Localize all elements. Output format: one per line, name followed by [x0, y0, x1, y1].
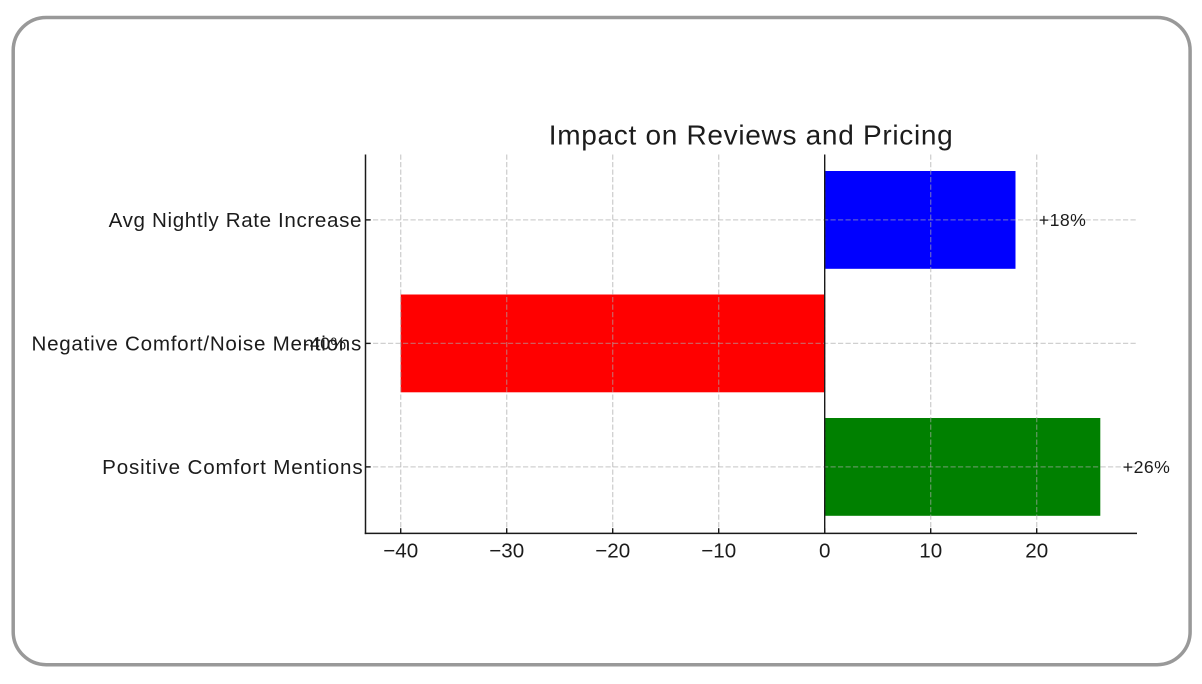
svg-text:Positive Comfort Mentions: Positive Comfort Mentions	[102, 456, 363, 479]
svg-text:+18%: +18%	[1039, 210, 1087, 230]
svg-text:-40%: -40%	[304, 334, 347, 354]
svg-text:−20: −20	[595, 540, 630, 563]
svg-text:−10: −10	[701, 540, 736, 563]
svg-text:+26%: +26%	[1123, 457, 1171, 477]
svg-text:0: 0	[819, 540, 830, 563]
svg-text:10: 10	[919, 540, 942, 563]
svg-text:−40: −40	[383, 540, 418, 563]
svg-text:Impact on Reviews and Pricing: Impact on Reviews and Pricing	[549, 119, 954, 150]
svg-text:20: 20	[1025, 540, 1048, 563]
svg-text:Negative Comfort/Noise Mention: Negative Comfort/Noise Mentions	[31, 332, 362, 355]
svg-text:Avg Nightly Rate Increase: Avg Nightly Rate Increase	[109, 209, 362, 232]
svg-text:−30: −30	[489, 540, 524, 563]
